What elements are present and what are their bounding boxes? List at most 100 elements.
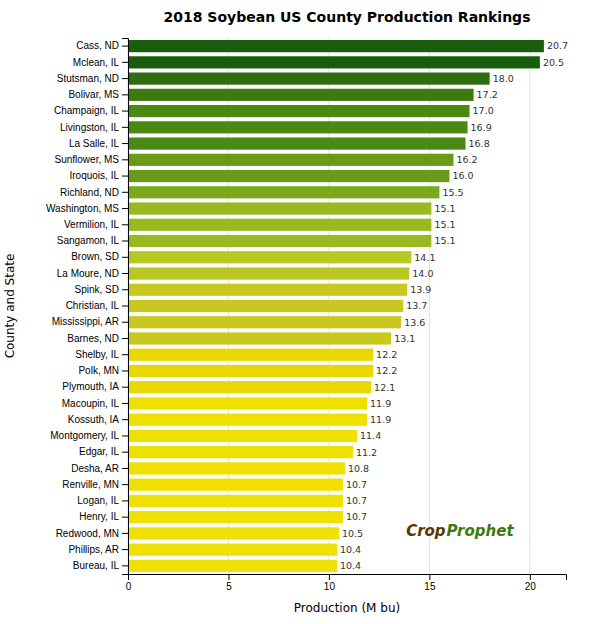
data-label: 16.2 xyxy=(456,154,477,165)
y-tick: La Moure, ND xyxy=(57,268,128,279)
bar xyxy=(128,121,468,133)
bar xyxy=(128,105,470,117)
y-tick: Logan, IL xyxy=(77,495,128,506)
y-tick-label: Macoupin, IL xyxy=(62,398,120,409)
y-tick-label: Shelby, IL xyxy=(75,349,119,360)
data-label: 20.7 xyxy=(547,40,568,51)
y-tick-label: Renville, MN xyxy=(62,479,119,490)
bars xyxy=(128,40,544,572)
bar xyxy=(128,316,401,328)
y-tick: Henry, IL xyxy=(79,511,128,522)
bar xyxy=(128,446,353,458)
data-label: 14.1 xyxy=(414,252,435,263)
y-tick: Redwood, MN xyxy=(56,528,128,539)
bar xyxy=(128,56,540,68)
y-tick-mark xyxy=(122,46,128,47)
bar xyxy=(128,73,490,85)
y-tick-mark xyxy=(122,111,128,112)
y-tick-label: Montgomery, IL xyxy=(50,430,119,441)
data-label: 10.7 xyxy=(346,479,367,490)
y-tick: Phillips, AR xyxy=(68,544,128,555)
y-tick-label: Vermilion, IL xyxy=(64,219,119,230)
y-tick: Macoupin, IL xyxy=(62,398,128,409)
y-tick-label: Iroquois, IL xyxy=(70,170,120,181)
y-tick-mark xyxy=(122,127,128,128)
y-tick: Sangamon, IL xyxy=(57,235,128,246)
annotation: Crop xyxy=(406,522,446,540)
plot-area: 05101520Cass, NDMclean, ILStutsman, NDBo… xyxy=(46,38,568,592)
y-tick-mark xyxy=(122,338,128,339)
data-label: 13.7 xyxy=(406,300,427,311)
y-axis-line xyxy=(122,39,129,575)
y-tick-label: Phillips, AR xyxy=(68,544,119,555)
bar xyxy=(128,544,337,556)
grid-line xyxy=(429,38,430,574)
y-tick-mark xyxy=(122,387,128,388)
bar xyxy=(128,300,403,312)
y-tick-mark xyxy=(122,517,128,518)
y-tick-label: Sunflower, MS xyxy=(55,154,120,165)
annotation: Prophet xyxy=(447,522,515,540)
y-tick-mark xyxy=(122,241,128,242)
x-axis-title: Production (M bu) xyxy=(294,601,400,615)
title: 2018 Soybean US County Production Rankin… xyxy=(164,9,531,25)
bar xyxy=(128,332,391,344)
bar xyxy=(128,89,474,101)
data-label: 10.5 xyxy=(342,528,363,539)
y-tick-mark xyxy=(122,143,128,144)
y-tick-label: Polk, MN xyxy=(78,365,119,376)
y-tick: Livingston, IL xyxy=(60,122,128,133)
y-tick-mark xyxy=(122,62,128,63)
bar xyxy=(128,251,411,263)
y-tick-mark xyxy=(122,159,128,160)
bar xyxy=(128,511,343,523)
bar xyxy=(128,479,343,491)
data-label: 11.9 xyxy=(370,414,391,425)
x-tick-mark xyxy=(429,574,430,580)
bar xyxy=(128,40,544,52)
bar xyxy=(128,414,367,426)
bar xyxy=(128,219,431,231)
y-tick: Spink, SD xyxy=(75,284,128,295)
y-tick: Montgomery, IL xyxy=(50,430,128,441)
y-tick-mark xyxy=(122,289,128,290)
data-label: 20.5 xyxy=(543,57,564,68)
annotations: CropProphet xyxy=(406,522,514,540)
data-label: 16.9 xyxy=(471,122,492,133)
y-tick-mark xyxy=(122,176,128,177)
data-label: 14.0 xyxy=(412,268,433,279)
bar xyxy=(128,235,431,247)
data-label: 11.2 xyxy=(356,447,377,458)
y-tick: Bolivar, MS xyxy=(68,89,128,100)
bar xyxy=(128,186,439,198)
x-tick-label: 10 xyxy=(324,581,336,592)
y-tick-label: Mississippi, AR xyxy=(52,316,119,327)
bar xyxy=(128,365,373,377)
y-tick-mark xyxy=(122,549,128,550)
y-tick-mark xyxy=(122,533,128,534)
x-tick-label: 0 xyxy=(126,581,132,592)
y-tick: La Salle, IL xyxy=(69,138,128,149)
y-tick: Shelby, IL xyxy=(75,349,128,360)
y-tick: Sunflower, MS xyxy=(55,154,128,165)
y-axis: Cass, NDMclean, ILStutsman, NDBolivar, M… xyxy=(46,39,129,575)
y-tick-mark xyxy=(122,322,128,323)
x-tick-mark xyxy=(530,574,531,580)
data-label: 13.6 xyxy=(404,317,425,328)
y-tick-mark xyxy=(122,273,128,274)
y-tick: Desha, AR xyxy=(71,463,128,474)
x-tick: 0 xyxy=(126,574,132,592)
data-label: 12.1 xyxy=(374,382,395,393)
y-tick-mark xyxy=(122,468,128,469)
y-tick: Vermilion, IL xyxy=(64,219,128,230)
y-tick-mark xyxy=(122,224,128,225)
y-tick: Bureau, IL xyxy=(73,560,128,571)
grid-line xyxy=(529,38,530,574)
y-tick-label: Stutsman, ND xyxy=(57,73,119,84)
grid xyxy=(128,38,530,574)
data-label: 16.0 xyxy=(452,170,473,181)
bar xyxy=(128,397,367,409)
data-label: 16.8 xyxy=(469,138,490,149)
y-tick-label: Livingston, IL xyxy=(60,122,119,133)
y-tick: Richland, ND xyxy=(60,187,128,198)
